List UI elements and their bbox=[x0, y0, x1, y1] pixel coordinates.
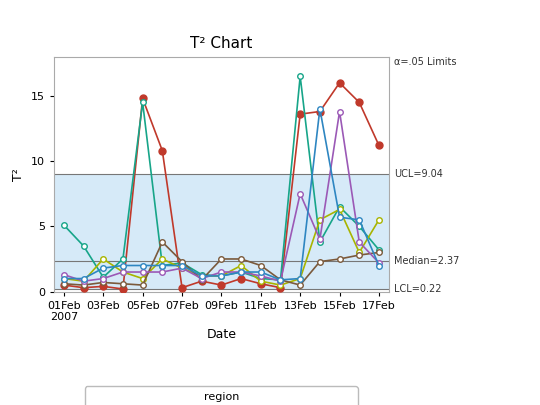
Y-axis label: T²: T² bbox=[12, 168, 25, 181]
Title: T² Chart: T² Chart bbox=[190, 36, 253, 51]
Legend: MW, NE, NW, SC, SE, SW: MW, NE, NW, SC, SE, SW bbox=[85, 386, 357, 405]
X-axis label: Date: Date bbox=[206, 328, 237, 341]
Text: Median=2.37: Median=2.37 bbox=[394, 256, 460, 266]
Text: LCL=0.22: LCL=0.22 bbox=[394, 284, 442, 294]
Bar bbox=[54, 174, 389, 289]
Text: UCL=9.04: UCL=9.04 bbox=[394, 168, 443, 179]
Text: α=.05 Limits: α=.05 Limits bbox=[394, 57, 457, 67]
